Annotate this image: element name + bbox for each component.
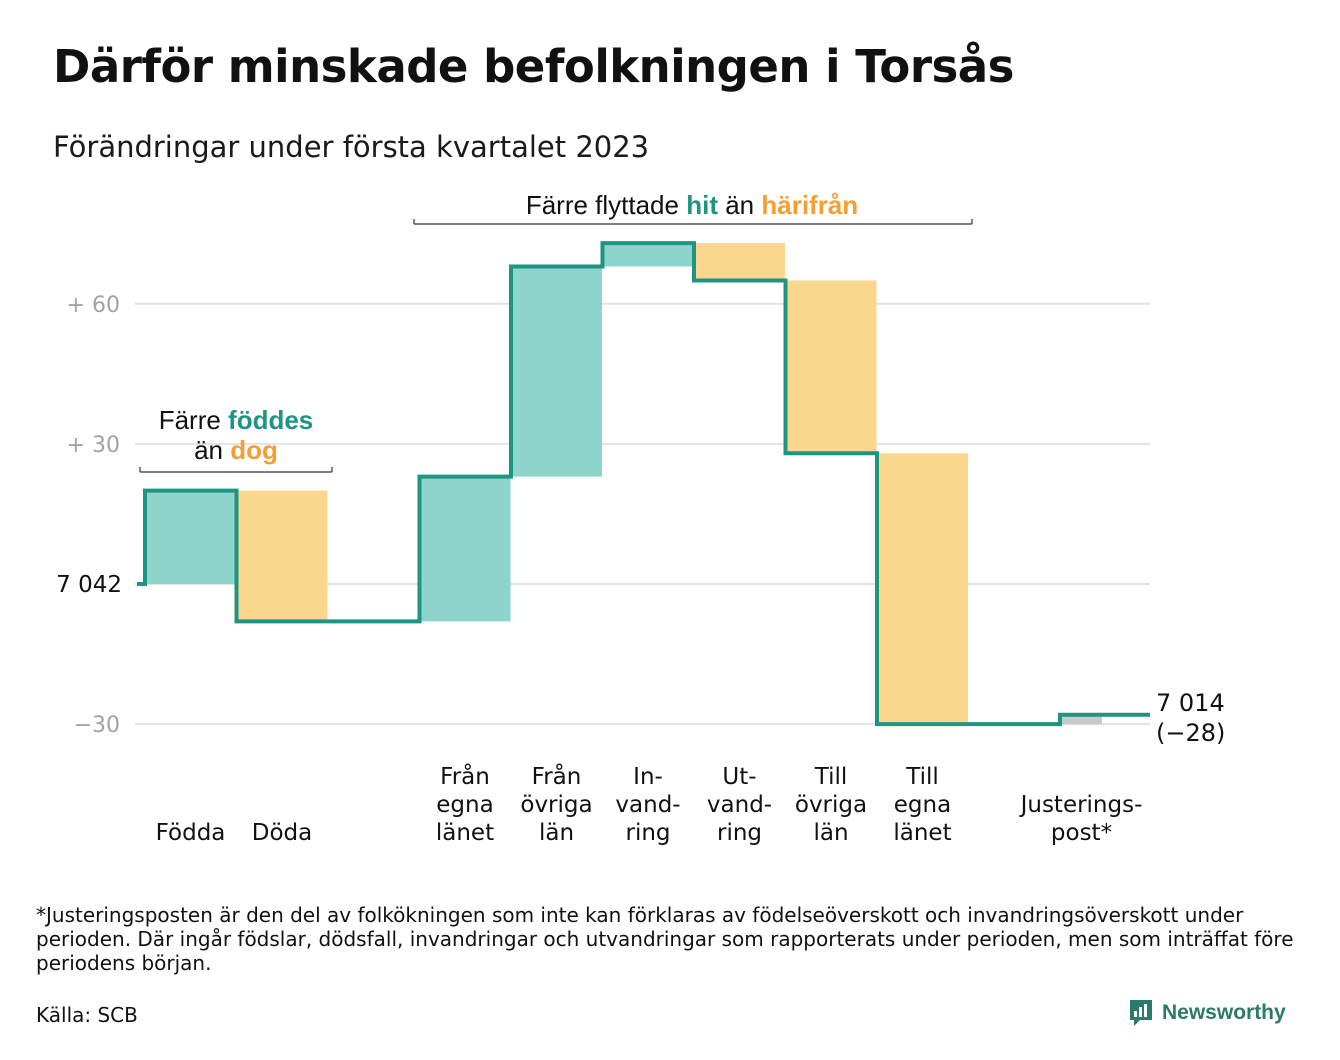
x-tick-label: Från <box>440 762 490 790</box>
x-tick-label: övriga <box>795 792 867 818</box>
y-tick-label: + 60 <box>67 293 120 318</box>
chart-subtitle: Förändringar under första kvartalet 2023 <box>53 130 650 164</box>
chart-title: Därför minskade befolkningen i Torsås <box>53 40 1014 93</box>
x-tick-label: Från <box>532 762 582 790</box>
bar-increase <box>602 243 694 267</box>
x-tick-label: In- <box>633 764 663 790</box>
logo-text: Newsworthy <box>1162 1001 1286 1024</box>
x-tick-label: Justerings- <box>1019 792 1143 818</box>
x-tick-label: länet <box>436 820 494 846</box>
bar-increase <box>419 476 511 622</box>
bar-increase <box>145 490 236 584</box>
x-tick-label: vand- <box>707 792 772 818</box>
bar-decrease <box>236 490 328 622</box>
x-tick-label: ring <box>625 820 670 846</box>
start-value-label: 7 042 <box>56 572 122 598</box>
y-tick-label: + 30 <box>67 433 120 458</box>
bar-decrease <box>694 243 785 281</box>
x-tick-label: övriga <box>520 792 592 818</box>
x-tick-label: post* <box>1051 820 1112 846</box>
x-tick-label: vand- <box>615 792 680 818</box>
x-tick-label: länet <box>893 820 951 846</box>
bar-decrease <box>785 280 877 454</box>
cumulative-line <box>137 241 1150 727</box>
x-tick-label: Till <box>905 764 939 790</box>
births-annotation-line1: Färre föddes <box>159 405 314 435</box>
source-label: Källa: SCB <box>36 1003 138 1027</box>
bar-decrease <box>877 453 968 725</box>
x-tick-label: Döda <box>252 820 312 846</box>
y-tick-label: −30 <box>74 713 120 738</box>
x-tick-label: Födda <box>156 820 226 846</box>
end-value-label: 7 014 <box>1156 689 1225 717</box>
x-tick-label: egna <box>894 792 951 818</box>
births-annotation-line2: än dog <box>194 435 278 465</box>
migration-annotation: Färre flyttade hit än härifrån <box>526 190 858 220</box>
x-tick-label: Till <box>814 764 848 790</box>
x-tick-label: Ut- <box>722 764 756 790</box>
bar-increase <box>511 266 602 477</box>
x-tick-label: län <box>539 820 574 846</box>
end-change-label: (−28) <box>1156 719 1225 747</box>
bar-adjustment <box>1060 714 1102 725</box>
x-tick-label: län <box>813 820 848 846</box>
x-tick-label: ring <box>717 820 762 846</box>
newsworthy-logo: Newsworthy <box>1128 998 1286 1028</box>
x-tick-label: egna <box>436 792 493 818</box>
footnote: *Justeringsposten är den del av folkökni… <box>36 903 1294 975</box>
bar-chart-speech-icon <box>1130 1000 1152 1026</box>
